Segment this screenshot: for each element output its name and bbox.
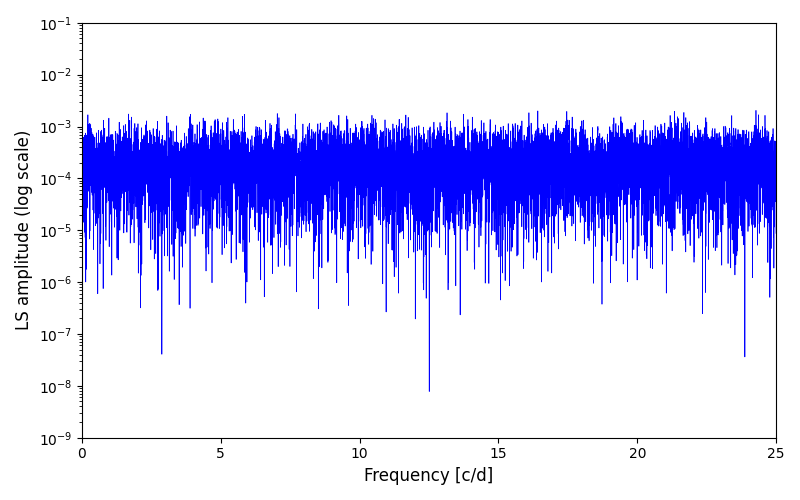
Y-axis label: LS amplitude (log scale): LS amplitude (log scale) bbox=[15, 130, 33, 330]
X-axis label: Frequency [c/d]: Frequency [c/d] bbox=[364, 467, 494, 485]
